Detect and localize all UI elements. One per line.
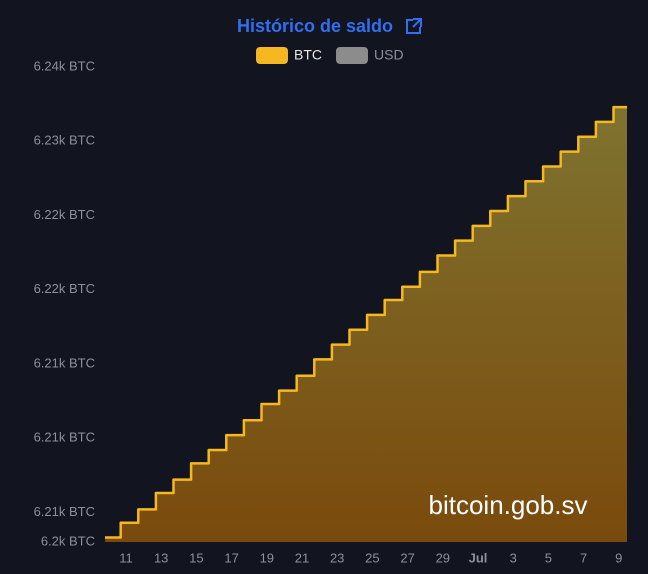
y-tick-label: 6.24k BTC (34, 58, 95, 73)
x-tick-label: 11 (119, 550, 133, 565)
x-tick-label: 25 (365, 550, 379, 565)
line (105, 105, 627, 539)
watermark: bitcoin.gob.sv (429, 490, 588, 520)
x-tick-label: 19 (260, 550, 274, 565)
plot-area: 6.2k BTC 6.21k BTC 6.21k BTC 6.21k BTC 6.22k… (34, 58, 627, 565)
legend-swatch[interactable] (256, 47, 288, 64)
x-tick-label: 7 (580, 550, 587, 565)
x-tick-label: 3 (510, 550, 517, 565)
y-tick-label: 6.23k BTC (34, 133, 95, 148)
x-tick-label: 13 (154, 550, 168, 565)
legend: BTC USD (256, 47, 404, 64)
x-tick-label: 17 (224, 550, 238, 565)
x-tick-label: 29 (436, 550, 450, 565)
x-tick-label: Jul (469, 550, 488, 565)
x-tick-label: 23 (330, 550, 344, 565)
y-tick-label: 6.22k BTC (34, 207, 95, 222)
x-tick-label: 9 (615, 550, 622, 565)
chart-title[interactable]: Histórico de saldo (237, 16, 393, 36)
y-tick-label: 6.2k BTC (41, 533, 95, 548)
area-fill (105, 107, 627, 542)
x-tick-label: 15 (189, 550, 203, 565)
legend-swatch[interactable] (336, 47, 368, 64)
x-tick-label: 21 (295, 550, 309, 565)
y-tick-label: 6.21k BTC (34, 504, 95, 519)
y-tick-label: 6.21k BTC (34, 355, 95, 370)
legend-label: USD (374, 47, 404, 63)
y-tick-label: 6.21k BTC (34, 430, 95, 445)
x-tick-label: 5 (545, 550, 552, 565)
external-link-icon[interactable] (406, 18, 422, 34)
legend-label: BTC (294, 47, 322, 63)
x-tick-label: 27 (400, 550, 414, 565)
y-tick-label: 6.22k BTC (34, 281, 95, 296)
